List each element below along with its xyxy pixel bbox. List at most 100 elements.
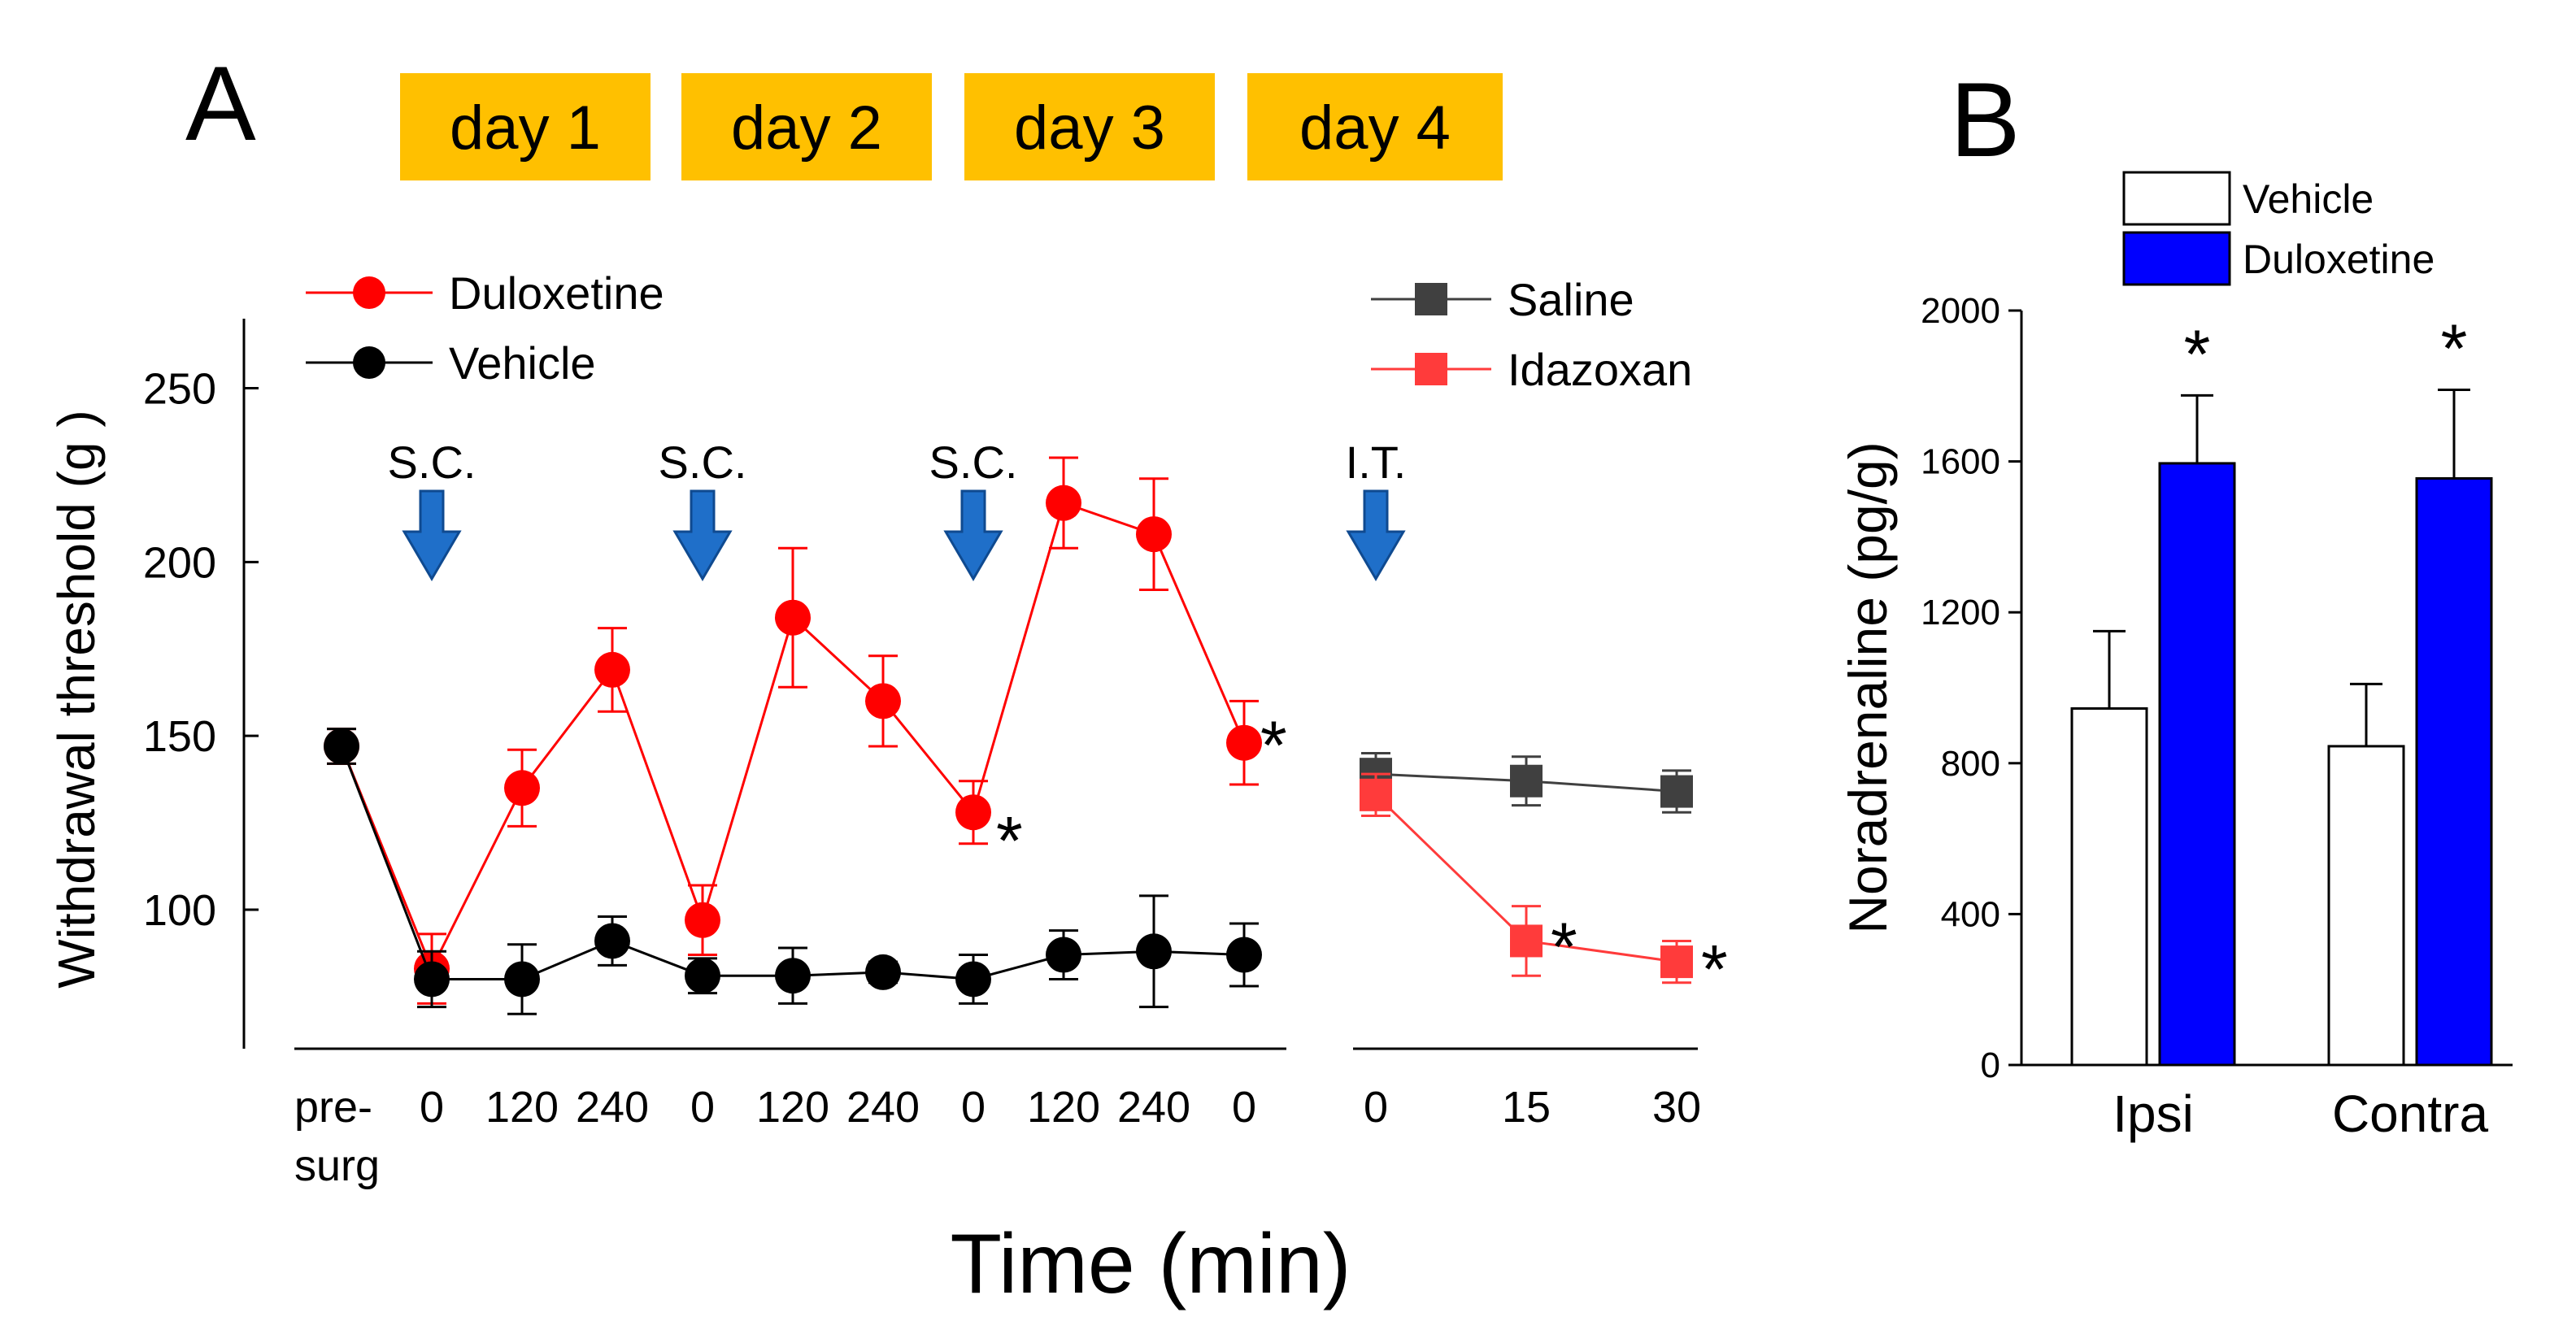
legend-label-saline: Saline — [1508, 274, 1634, 325]
y-tick-label-a: 150 — [143, 712, 216, 761]
x-tick-label-a: pre- — [294, 1083, 372, 1132]
data-point-vehicle — [1046, 937, 1081, 973]
injection-label: S.C. — [388, 437, 476, 488]
down-arrow-icon — [943, 489, 1003, 581]
legend-marker-saline — [1415, 283, 1447, 315]
significance-star: * — [1701, 931, 1728, 1007]
data-point-duloxetine — [775, 599, 811, 636]
legend-marker-vehicle — [353, 346, 385, 379]
panel-b-axes: Noradrenaline (pg/g) — [1838, 311, 2513, 1067]
day-box-2 — [681, 73, 932, 180]
legend-label-duloxetine: Duloxetine — [449, 267, 664, 319]
data-point-idazoxan — [1360, 778, 1392, 811]
legend-a-left: Duloxetine Vehicle — [306, 267, 664, 389]
legend-b: Vehicle Duloxetine — [2122, 171, 2435, 286]
significance-star: * — [1260, 707, 1287, 784]
data-point-vehicle — [1136, 933, 1172, 970]
legend-swatch-duloxetine-b — [2122, 231, 2231, 286]
data-point-duloxetine — [955, 794, 991, 831]
data-point-duloxetine — [504, 770, 540, 806]
x-tick-label-a: 0 — [420, 1083, 444, 1132]
y-tick-label-b: 1200 — [1921, 593, 2000, 632]
x-tick-label-a: 120 — [485, 1083, 559, 1132]
data-point-vehicle — [324, 728, 359, 764]
series-line-vehicle — [340, 745, 1245, 980]
legend-label-duloxetine-b: Duloxetine — [2243, 237, 2435, 282]
injection-label: S.C. — [659, 437, 747, 488]
data-point-duloxetine — [1046, 485, 1081, 521]
day-boxes: day 1 day 2 day 3 day 4 — [400, 73, 1503, 180]
legend-swatch-vehicle-b — [2122, 171, 2231, 226]
data-point-idazoxan — [1660, 945, 1693, 979]
data-point-vehicle — [685, 958, 720, 994]
day-box-1 — [400, 73, 651, 180]
x-tick-label-a-right: 0 — [1364, 1083, 1388, 1132]
x-tick-label-a: 120 — [756, 1083, 829, 1132]
day-box-3 — [964, 73, 1215, 180]
data-point-duloxetine — [1226, 724, 1262, 761]
x-tick-label-a: 0 — [1232, 1083, 1256, 1132]
panel-label-a: A — [185, 44, 256, 163]
panel-a-series — [324, 456, 1693, 1015]
x-axis-label-a: Time (min) — [951, 1217, 1351, 1311]
data-point-vehicle — [1226, 937, 1262, 973]
down-arrow-icon — [402, 489, 462, 581]
x-category-label-b: Contra — [2332, 1084, 2489, 1143]
day-label-2: day 2 — [731, 93, 882, 163]
panel-b-bars: * Ipsi * Contra — [2070, 310, 2493, 1143]
data-point-saline — [1660, 775, 1693, 808]
y-tick-label-b: 2000 — [1921, 291, 2000, 331]
x-tick-label-a: 0 — [690, 1083, 715, 1132]
day-box-4 — [1247, 73, 1503, 180]
down-arrow-icon — [672, 489, 733, 581]
y-tick-label-b: 400 — [1941, 894, 2000, 934]
bar-vehicle-contra — [2327, 745, 2405, 1067]
significance-star-b: * — [2184, 315, 2211, 392]
day-label-4: day 4 — [1299, 93, 1451, 163]
y-axis-label-b: Noradrenaline (pg/g) — [1838, 441, 1898, 933]
data-point-duloxetine — [594, 651, 630, 688]
x-tick-label-a-right: 15 — [1502, 1083, 1551, 1132]
legend-marker-idazoxan — [1415, 353, 1447, 385]
data-point-saline — [1510, 764, 1543, 798]
bar-vehicle-ipsi — [2070, 707, 2148, 1067]
x-tick-label-a: 120 — [1027, 1083, 1100, 1132]
panel-a-y-ticks: 100 150 200 250 — [143, 365, 259, 935]
data-point-duloxetine — [865, 683, 901, 719]
injection-label: I.T. — [1346, 437, 1407, 488]
panel-a-axes: Withdrawal threshold (g ) Time (min) — [47, 319, 1698, 1311]
legend-label-vehicle: Vehicle — [449, 337, 596, 389]
x-tick-label-a: surg — [294, 1141, 380, 1190]
legend-marker-duloxetine — [353, 276, 385, 309]
data-point-vehicle — [504, 961, 540, 998]
x-tick-label-a: 240 — [846, 1083, 920, 1132]
down-arrow-icon — [1346, 489, 1406, 581]
data-point-vehicle — [594, 923, 630, 959]
legend-a-right: Saline Idazoxan — [1371, 274, 1692, 395]
legend-label-vehicle-b: Vehicle — [2243, 176, 2374, 222]
panel-label-b: B — [1950, 60, 2021, 179]
y-tick-label-a: 200 — [143, 538, 216, 587]
y-tick-label-a: 250 — [143, 365, 216, 414]
y-tick-label-a: 100 — [143, 886, 216, 935]
injection-markers: S.C. S.C. S.C. I.T. — [388, 437, 1407, 581]
bar-duloxetine-contra — [2415, 476, 2493, 1067]
panel-a-significance: * * * * — [996, 707, 1728, 1007]
data-point-idazoxan — [1510, 924, 1543, 958]
data-point-vehicle — [955, 961, 991, 998]
x-tick-label-a: 240 — [1117, 1083, 1190, 1132]
significance-star: * — [1551, 908, 1577, 984]
x-category-label-b: Ipsi — [2113, 1084, 2194, 1143]
day-label-1: day 1 — [450, 93, 601, 163]
x-tick-label-a: 0 — [961, 1083, 986, 1132]
legend-label-idazoxan: Idazoxan — [1508, 344, 1692, 395]
day-label-3: day 3 — [1014, 93, 1165, 163]
x-tick-label-a: 240 — [576, 1083, 649, 1132]
data-point-vehicle — [865, 954, 901, 990]
significance-star-b: * — [2441, 310, 2468, 386]
significance-star: * — [996, 802, 1023, 879]
y-tick-label-b: 0 — [1981, 1045, 2000, 1085]
y-tick-label-b: 800 — [1941, 744, 2000, 784]
injection-label: S.C. — [929, 437, 1018, 488]
